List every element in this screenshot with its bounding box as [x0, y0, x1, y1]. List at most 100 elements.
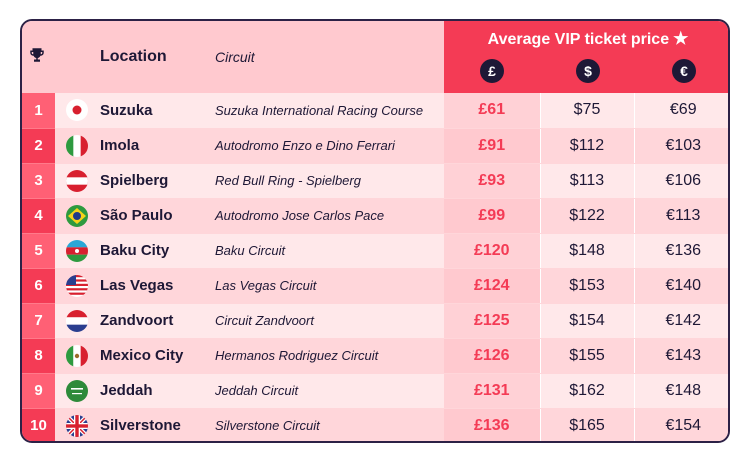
- usd-price-cell: $155: [539, 338, 634, 374]
- flag-cell: [55, 373, 98, 409]
- flag-cell: [55, 268, 98, 304]
- trophy-header: [22, 21, 98, 93]
- italy-flag-icon: [65, 134, 88, 157]
- circuit-cell: Silverstone Circuit: [213, 408, 444, 441]
- location-cell: Zandvoort: [98, 303, 213, 339]
- gbp-price-cell: £120: [444, 233, 540, 269]
- price-title-text: Average VIP ticket price: [487, 31, 670, 48]
- table-row: 5 Baku City Baku Circuit £120 $148 €136: [22, 233, 728, 269]
- flag-cell: [55, 303, 98, 339]
- table-row: 7 Zandvoort Circuit Zandvoort £125 $154 €142: [22, 303, 728, 339]
- location-cell: Suzuka: [98, 93, 213, 129]
- circuit-cell: Las Vegas Circuit: [213, 268, 444, 304]
- circuit-cell: Hermanos Rodriguez Circuit: [213, 338, 444, 374]
- usa-flag-icon: [65, 274, 88, 297]
- flag-cell: [55, 128, 98, 164]
- location-header: Location: [98, 21, 213, 93]
- gbp-price-cell: £99: [444, 198, 540, 234]
- location-cell: Baku City: [98, 233, 213, 269]
- flag-cell: [55, 163, 98, 199]
- netherlands-flag-icon: [65, 309, 88, 332]
- rank-cell: 10: [22, 408, 55, 441]
- table-row: 8 Mexico City Hermanos Rodriguez Circuit £1…: [22, 338, 728, 374]
- eur-price-cell: €142: [633, 303, 728, 339]
- eur-price-cell: €154: [633, 408, 728, 441]
- rank-cell: 2: [22, 128, 55, 164]
- uk-flag-icon: [65, 414, 88, 437]
- circuit-cell: Jeddah Circuit: [213, 373, 444, 409]
- eur-price-cell: €106: [633, 163, 728, 199]
- rank-cell: 9: [22, 373, 55, 409]
- price-table-card: Location Circuit Average VIP ticket pric…: [20, 19, 730, 443]
- table-row: 4 São Paulo Autodromo Jose Carlos Pace £99 $…: [22, 198, 728, 234]
- circuit-cell: Autodromo Jose Carlos Pace: [213, 198, 444, 234]
- circuit-header: Circuit: [213, 21, 444, 93]
- flag-cell: [55, 408, 98, 441]
- pound-icon: £: [480, 59, 504, 83]
- eur-price-cell: €69: [633, 93, 728, 129]
- mexico-flag-icon: [65, 344, 88, 367]
- rank-cell: 8: [22, 338, 55, 374]
- circuit-cell: Autodromo Enzo e Dino Ferrari: [213, 128, 444, 164]
- flag-cell: [55, 198, 98, 234]
- gbp-price-cell: £126: [444, 338, 540, 374]
- table-row: 10 Silverstone Silverstone Circuit £136 $165…: [22, 408, 728, 441]
- eur-price-cell: €148: [633, 373, 728, 409]
- price-title: Average VIP ticket price ★: [444, 29, 728, 49]
- gbp-price-cell: £93: [444, 163, 540, 199]
- rank-cell: 6: [22, 268, 55, 304]
- circuit-cell: Baku Circuit: [213, 233, 444, 269]
- circuit-cell: Suzuka International Racing Course: [213, 93, 444, 129]
- azerbaijan-flag-icon: [65, 239, 88, 262]
- gbp-price-cell: £91: [444, 128, 540, 164]
- table-header-row: Location Circuit Average VIP ticket pric…: [22, 21, 728, 93]
- table-row: 3 Spielberg Red Bull Ring - Spielberg £93 $1…: [22, 163, 728, 199]
- usd-price-cell: $162: [539, 373, 634, 409]
- usd-price-cell: $165: [539, 408, 634, 441]
- vip-price-table: Location Circuit Average VIP ticket pric…: [22, 21, 728, 441]
- circuit-cell: Circuit Zandvoort: [213, 303, 444, 339]
- location-cell: Las Vegas: [98, 268, 213, 304]
- usd-price-cell: $154: [539, 303, 634, 339]
- rank-cell: 7: [22, 303, 55, 339]
- location-cell: Imola: [98, 128, 213, 164]
- location-cell: Spielberg: [98, 163, 213, 199]
- rank-cell: 5: [22, 233, 55, 269]
- saudi-arabia-flag-icon: [65, 379, 88, 402]
- eur-price-cell: €103: [633, 128, 728, 164]
- trophy-icon: [28, 47, 46, 68]
- rank-cell: 4: [22, 198, 55, 234]
- gbp-price-cell: £136: [444, 408, 540, 441]
- japan-flag-icon: [65, 99, 88, 122]
- location-cell: Silverstone: [98, 408, 213, 441]
- usd-price-cell: $113: [539, 163, 634, 199]
- star-icon: ★: [673, 29, 689, 48]
- location-cell: Jeddah: [98, 373, 213, 409]
- gbp-price-cell: £124: [444, 268, 540, 304]
- usd-price-cell: $148: [539, 233, 634, 269]
- circuit-cell: Red Bull Ring - Spielberg: [213, 163, 444, 199]
- dollar-icon: $: [576, 59, 600, 83]
- brazil-flag-icon: [65, 204, 88, 227]
- location-cell: São Paulo: [98, 198, 213, 234]
- table-row: 1 Suzuka Suzuka International Racing Cours…: [22, 93, 728, 129]
- flag-cell: [55, 93, 98, 129]
- flag-cell: [55, 338, 98, 374]
- rank-cell: 1: [22, 93, 55, 129]
- rank-cell: 3: [22, 163, 55, 199]
- gbp-price-cell: £131: [444, 373, 540, 409]
- location-cell: Mexico City: [98, 338, 213, 374]
- euro-icon: €: [672, 59, 696, 83]
- usd-price-cell: $75: [539, 93, 634, 129]
- usd-price-cell: $112: [539, 128, 634, 164]
- gbp-price-cell: £125: [444, 303, 540, 339]
- table-row: 6 Las Vegas Las Vegas Circuit £124 $153 €140: [22, 268, 728, 304]
- price-header: Average VIP ticket price ★ £ $ €: [444, 21, 728, 93]
- table-row: 2 Imola Autodromo Enzo e Dino Ferrari £91 $1…: [22, 128, 728, 164]
- usd-price-cell: $153: [539, 268, 634, 304]
- flag-cell: [55, 233, 98, 269]
- eur-price-cell: €113: [633, 198, 728, 234]
- table-row: 9 Jeddah Jeddah Circuit £131 $162 €148: [22, 373, 728, 409]
- eur-price-cell: €140: [633, 268, 728, 304]
- austria-flag-icon: [65, 169, 88, 192]
